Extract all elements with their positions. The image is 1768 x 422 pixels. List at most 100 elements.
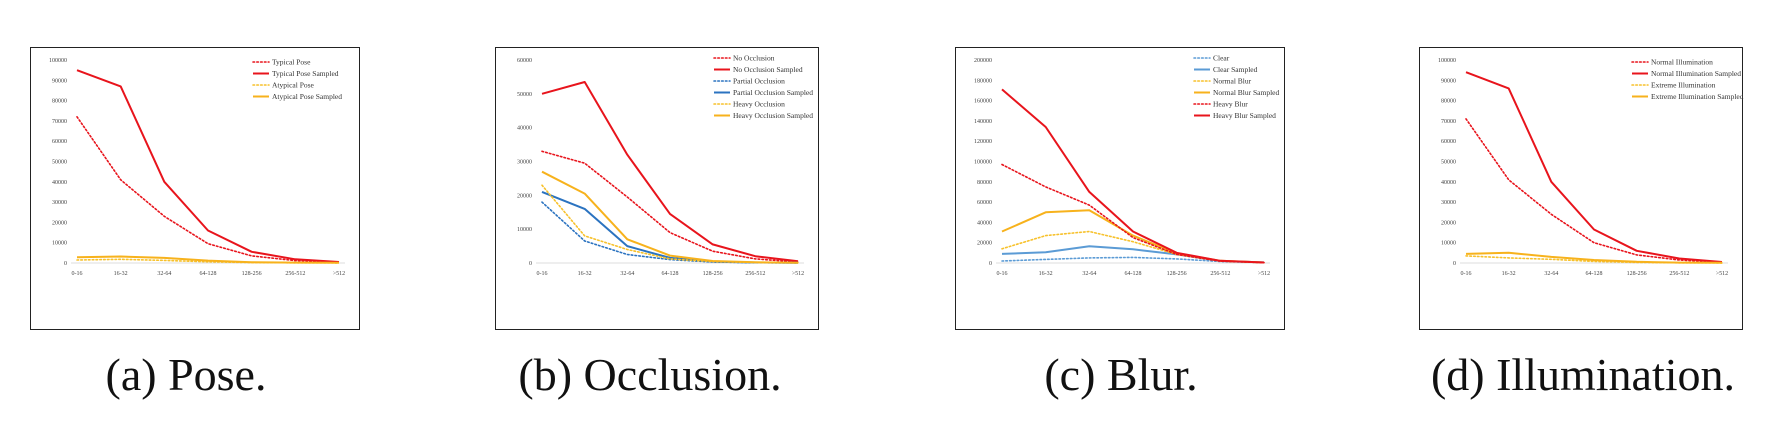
legend-label: Heavy Blur (1213, 100, 1248, 109)
legend-label: Normal Blur (1213, 77, 1252, 86)
y-tick-label: 0 (1453, 261, 1456, 267)
y-tick-label: 70000 (1441, 119, 1456, 125)
legend-label: Clear Sampled (1213, 65, 1258, 74)
y-tick-label: 50000 (52, 160, 67, 166)
x-tick-label: 128-256 (1167, 271, 1187, 277)
chart-frame: 0 10000 20000 30000 40000 50000 60000 70000 8000… (1419, 47, 1744, 330)
series-line (541, 190, 799, 264)
y-tick-label: 80000 (1441, 99, 1456, 105)
chart-frame: 0 10000 20000 30000 40000 50000 60000 0-16 16-32… (495, 47, 819, 330)
series-line (541, 150, 799, 263)
series-line (541, 81, 799, 263)
y-tick-label: 50000 (517, 92, 532, 98)
x-tick-label: 64-128 (1125, 271, 1142, 277)
y-tick-label: 0 (529, 261, 532, 267)
series-line (1465, 251, 1723, 264)
legend-label: Normal Illumination (1651, 58, 1713, 67)
y-tick-label: 40000 (1441, 180, 1456, 186)
x-tick-label: 64-128 (1586, 271, 1603, 277)
y-tick-label: 20000 (1441, 220, 1456, 226)
series-line (541, 170, 799, 264)
y-tick-label: 70000 (52, 119, 67, 125)
x-tick-label: >512 (792, 271, 804, 277)
y-tick-label: 140000 (974, 119, 992, 125)
y-tick-label: 10000 (517, 227, 532, 233)
legend-label: Clear (1213, 54, 1230, 63)
x-tick-label: 32-64 (620, 271, 634, 277)
x-tick-label: 256-512 (1669, 271, 1689, 277)
x-tick-label: 256-512 (1210, 271, 1230, 277)
series-line (1465, 71, 1723, 263)
x-tick-label: 32-64 (1082, 271, 1096, 277)
series-line (1465, 118, 1723, 264)
y-tick-label: 90000 (52, 78, 67, 84)
x-tick-label: 256-512 (745, 271, 765, 277)
legend-label: Atypical Pose Sampled (272, 92, 342, 101)
x-tick-label: 128-256 (242, 271, 262, 277)
legend-label: Normal Illumination Sampled (1651, 69, 1741, 78)
y-tick-label: 10000 (1441, 241, 1456, 247)
x-tick-label: 32-64 (1544, 271, 1558, 277)
series-line (541, 184, 799, 264)
y-tick-label: 20000 (977, 241, 992, 247)
legend-label: Heavy Blur Sampled (1213, 111, 1276, 120)
chart-caption: (d) Illumination. (1430, 349, 1736, 400)
y-tick-label: 30000 (1441, 200, 1456, 206)
y-tick-label: 180000 (974, 78, 992, 84)
y-tick-label: 20000 (517, 193, 532, 199)
y-tick-label: 30000 (52, 200, 67, 206)
y-tick-label: 100000 (974, 160, 992, 166)
legend-label: Normal Blur Sampled (1213, 88, 1279, 97)
y-tick-label: 0 (989, 261, 992, 267)
x-tick-label: 0-16 (997, 271, 1008, 277)
chart-frame: 0 20000 40000 60000 80000 100000 120000 140000 1… (955, 47, 1285, 330)
y-tick-label: 10000 (52, 241, 67, 247)
x-tick-label: 0-16 (1461, 271, 1472, 277)
legend-label: Partial Occlusion (733, 77, 785, 86)
y-tick-label: 200000 (974, 58, 992, 64)
y-tick-label: 100000 (1438, 58, 1456, 64)
legend-label: Heavy Occlusion (733, 100, 785, 109)
x-tick-label: 16-32 (1502, 271, 1516, 277)
legend-label: Typical Pose Sampled (272, 69, 339, 78)
series-line (76, 69, 340, 263)
y-tick-label: 60000 (1441, 139, 1456, 145)
y-tick-label: 30000 (517, 160, 532, 166)
x-tick-label: >512 (1258, 271, 1270, 277)
chart-caption: (b) Occlusion. (518, 349, 782, 400)
y-tick-label: 90000 (1441, 78, 1456, 84)
x-tick-label: 16-32 (114, 271, 128, 277)
y-tick-label: 80000 (977, 180, 992, 186)
y-tick-label: 40000 (517, 126, 532, 132)
chart-svg: 0 10000 20000 30000 40000 50000 60000 0-16 16-32… (517, 54, 813, 278)
chart-svg: 0 20000 40000 60000 80000 100000 120000 140000 1… (974, 54, 1279, 278)
legend-label: Extreme Illumination Sampled (1651, 92, 1744, 101)
x-tick-label: 64-128 (200, 271, 217, 277)
y-tick-label: 40000 (52, 180, 67, 186)
y-tick-label: 160000 (974, 99, 992, 105)
x-tick-label: >512 (1716, 271, 1728, 277)
chart-svg: 0 10000 20000 30000 40000 50000 60000 70000 8000… (49, 58, 345, 278)
legend-label: Heavy Occlusion Sampled (733, 111, 813, 120)
y-tick-label: 80000 (52, 99, 67, 105)
legend-label: Partial Occlusion Sampled (733, 88, 813, 97)
x-tick-label: 128-256 (1627, 271, 1647, 277)
y-tick-label: 100000 (49, 58, 67, 64)
series-line (1001, 88, 1265, 264)
y-tick-label: 120000 (974, 139, 992, 145)
legend-label: No Occlusion (733, 54, 775, 63)
legend-label: Atypical Pose (272, 81, 315, 90)
x-tick-label: 32-64 (157, 271, 171, 277)
y-tick-label: 60000 (52, 139, 67, 145)
y-tick-label: 20000 (52, 220, 67, 226)
series-line (76, 255, 340, 264)
chart-svg: 0 10000 20000 30000 40000 50000 60000 70000 8000… (1438, 58, 1744, 278)
legend-label: No Occlusion Sampled (733, 65, 803, 74)
x-tick-label: 16-32 (578, 271, 592, 277)
y-tick-label: 40000 (977, 220, 992, 226)
x-tick-label: 64-128 (662, 271, 679, 277)
legend-label: Typical Pose (272, 58, 311, 67)
series-line (76, 116, 340, 264)
chart-caption: (a) Pose. (105, 349, 267, 400)
x-tick-label: 16-32 (1039, 271, 1053, 277)
